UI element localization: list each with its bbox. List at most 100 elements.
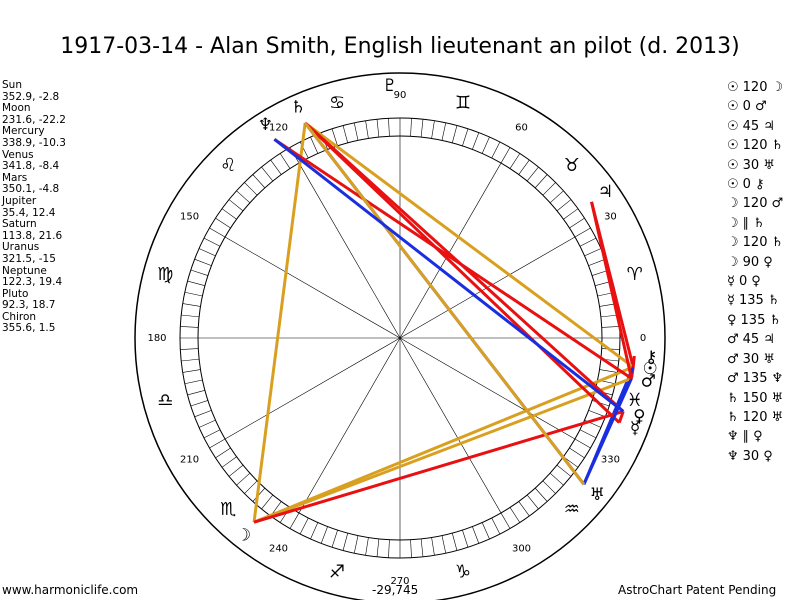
aspect-row: ♆ 30 ♀ xyxy=(727,447,787,466)
aspect-angle: 30 xyxy=(742,157,760,173)
degree-tick xyxy=(342,533,349,551)
aspect-to: ⚷ xyxy=(754,177,765,193)
degree-tick xyxy=(542,480,556,494)
aspect-from: ♂ xyxy=(727,371,739,387)
aspect-row: ☉ 120 ♄ xyxy=(727,136,787,155)
degree-tick xyxy=(472,132,480,150)
zodiac-sign: ♌︎ xyxy=(220,155,236,176)
planet-longitude: 341.8 xyxy=(2,160,39,172)
aspect-row: ☽ 120 ♂ xyxy=(727,194,787,213)
degree-tick xyxy=(342,125,349,143)
degree-tick xyxy=(184,379,203,385)
degree-tick xyxy=(599,369,618,373)
planet-list: Sun352.9-2.8Moon231.6-22.2Mercury338.9-1… xyxy=(2,79,66,335)
aspect-to: ♃ xyxy=(763,332,775,348)
degree-tick xyxy=(320,526,328,544)
planet-glyph: ♂ xyxy=(641,371,656,391)
degree-tick xyxy=(462,128,469,146)
aspect-from: ♆ xyxy=(727,429,739,445)
spoke xyxy=(224,236,401,339)
degree-tick xyxy=(491,141,501,159)
degree-tick xyxy=(588,258,606,266)
planet-position: 35.412.4 xyxy=(2,207,66,220)
aspect-line xyxy=(253,365,634,524)
aspect-to: ♅ xyxy=(763,351,775,367)
degree-tick xyxy=(579,237,597,247)
aspect-angle: 120 xyxy=(742,409,768,425)
aspect-from: ☉ xyxy=(727,80,739,95)
aspect-line xyxy=(590,201,633,379)
aspect-from: ☉ xyxy=(727,138,739,154)
degree-tick xyxy=(556,464,572,477)
aspect-from: ☽ xyxy=(727,254,739,270)
planet-position: 92.318.7 xyxy=(2,299,66,312)
degree-tick xyxy=(194,410,212,418)
degree-tick xyxy=(187,280,205,287)
aspect-angle: 30 xyxy=(742,351,760,367)
planet-longitude: 350.1 xyxy=(2,183,39,195)
degree-tick xyxy=(534,487,548,502)
degree-tick xyxy=(252,174,266,189)
degree-tick xyxy=(203,237,221,247)
planet-glyph: ☽ xyxy=(236,525,251,545)
aspect-line xyxy=(253,409,624,524)
planet-latitude: -4.8 xyxy=(38,183,60,196)
aspect-angle: 150 xyxy=(742,390,768,406)
degree-tick xyxy=(236,472,251,486)
aspect-line xyxy=(304,121,621,424)
degree-label: 330 xyxy=(601,455,620,466)
aspect-row: ☉ 0 ⚷ xyxy=(727,175,787,194)
degree-tick xyxy=(215,447,231,459)
degree-tick xyxy=(569,217,585,229)
planet-longitude: 231.6 xyxy=(2,114,39,126)
planet-latitude: 18.7 xyxy=(32,299,56,312)
aspect-from: ☉ xyxy=(727,99,739,115)
aspect-angle: 0 xyxy=(738,274,748,290)
degree-tick xyxy=(584,248,602,257)
aspect-from: ♄ xyxy=(727,390,739,406)
aspect-line xyxy=(617,410,625,424)
aspect-row: ☉ 120 ☽ xyxy=(727,78,787,97)
degree-tick xyxy=(209,438,226,449)
degree-tick xyxy=(194,258,212,266)
degree-tick xyxy=(441,535,447,554)
aspect-line xyxy=(273,138,633,380)
aspect-angle: 120 xyxy=(742,235,768,251)
degree-tick xyxy=(481,136,490,154)
planet-latitude: -10.3 xyxy=(38,136,66,149)
planet-position: 341.8-8.4 xyxy=(2,160,66,173)
planet-longitude: 355.6 xyxy=(2,322,39,334)
aspect-angle: 135 xyxy=(738,293,764,309)
degree-tick xyxy=(431,537,435,556)
aspect-row: ☽ ∥ ♄ xyxy=(727,214,787,233)
degree-tick xyxy=(331,530,338,548)
degree-tick xyxy=(228,464,244,477)
degree-tick xyxy=(180,348,199,350)
aspect-row: ♀ 135 ♄ xyxy=(727,311,787,330)
degree-label: 90 xyxy=(394,90,407,101)
aspect-line xyxy=(273,138,625,413)
planet-name: Jupiter xyxy=(2,194,37,207)
degree-tick xyxy=(472,526,480,544)
degree-tick xyxy=(526,166,539,182)
degree-tick xyxy=(549,472,564,486)
degree-label: 60 xyxy=(515,123,528,134)
planet-position: 231.6-22.2 xyxy=(2,114,66,127)
planet-name: Mars xyxy=(2,171,28,184)
degree-label: 300 xyxy=(512,543,531,554)
degree-tick xyxy=(180,326,199,328)
degree-tick xyxy=(221,456,237,468)
aspect-angle: 0 xyxy=(742,99,751,115)
degree-tick xyxy=(181,314,200,318)
aspect-to: ♅ xyxy=(763,157,775,173)
degree-tick xyxy=(388,539,390,558)
planet-position: 355.61.5 xyxy=(2,322,66,335)
planet-name: Pluto xyxy=(2,287,29,300)
planet-name: Neptune xyxy=(2,264,47,277)
spoke xyxy=(224,337,401,440)
degree-tick xyxy=(184,291,203,297)
degree-tick xyxy=(310,136,319,154)
degree-tick xyxy=(261,166,274,182)
aspect-angle: 0 xyxy=(742,177,751,193)
planet-latitude: 1.5 xyxy=(38,322,56,335)
